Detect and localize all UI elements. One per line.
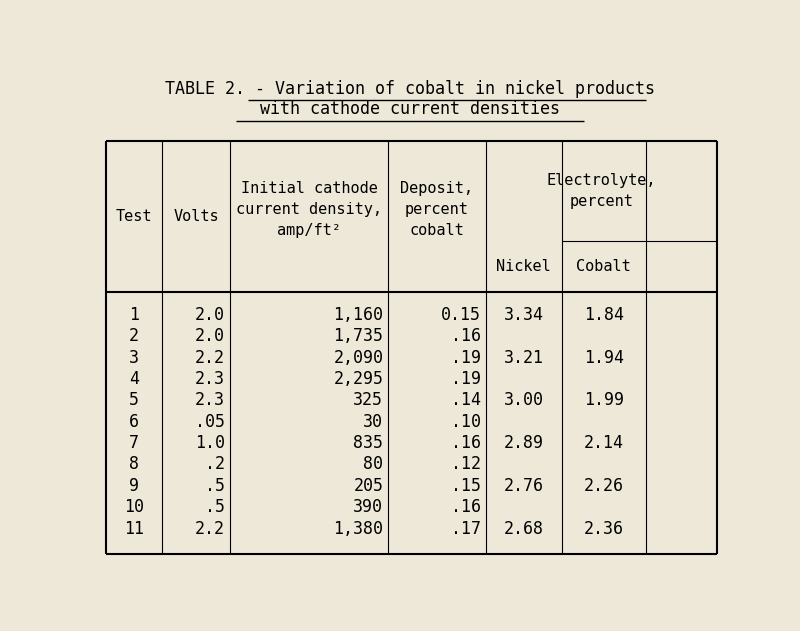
Text: Initial cathode
current density,
amp/ft²: Initial cathode current density, amp/ft² (236, 181, 382, 238)
Text: .16: .16 (450, 434, 481, 452)
Text: 3.21: 3.21 (504, 348, 544, 367)
Text: 2.89: 2.89 (504, 434, 544, 452)
Text: 8: 8 (129, 456, 139, 473)
Text: 5: 5 (129, 391, 139, 410)
Text: 9: 9 (129, 477, 139, 495)
Text: 3.34: 3.34 (504, 306, 544, 324)
Text: 1.99: 1.99 (584, 391, 624, 410)
Text: 2.26: 2.26 (584, 477, 624, 495)
Text: 10: 10 (124, 498, 144, 516)
Text: .12: .12 (450, 456, 481, 473)
Text: 1.94: 1.94 (584, 348, 624, 367)
Text: .16: .16 (450, 498, 481, 516)
Text: 2,295: 2,295 (334, 370, 383, 388)
Text: 2.14: 2.14 (584, 434, 624, 452)
Text: 390: 390 (354, 498, 383, 516)
Text: 1,380: 1,380 (334, 519, 383, 538)
Text: .2: .2 (206, 456, 226, 473)
Text: .19: .19 (450, 370, 481, 388)
Text: 2.36: 2.36 (584, 519, 624, 538)
Text: 1.0: 1.0 (195, 434, 226, 452)
Text: Test: Test (116, 209, 152, 224)
Text: 2.3: 2.3 (195, 370, 226, 388)
Text: 2.0: 2.0 (195, 306, 226, 324)
Text: 2.68: 2.68 (504, 519, 544, 538)
Text: 2.3: 2.3 (195, 391, 226, 410)
Text: Volts: Volts (174, 209, 219, 224)
Text: 30: 30 (363, 413, 383, 431)
Text: 3: 3 (129, 348, 139, 367)
Text: 325: 325 (354, 391, 383, 410)
Text: 6: 6 (129, 413, 139, 431)
Text: Nickel: Nickel (496, 259, 551, 274)
Text: .5: .5 (206, 498, 226, 516)
Text: 0.15: 0.15 (441, 306, 481, 324)
Text: TABLE 2. - Variation of cobalt in nickel products: TABLE 2. - Variation of cobalt in nickel… (165, 80, 655, 98)
Text: .05: .05 (195, 413, 226, 431)
Text: 4: 4 (129, 370, 139, 388)
Text: 2.76: 2.76 (504, 477, 544, 495)
Text: Electrolyte,
percent: Electrolyte, percent (546, 173, 656, 209)
Text: 1,160: 1,160 (334, 306, 383, 324)
Text: .19: .19 (450, 348, 481, 367)
Text: 2.2: 2.2 (195, 519, 226, 538)
Text: 80: 80 (363, 456, 383, 473)
Text: .10: .10 (450, 413, 481, 431)
Text: 2.2: 2.2 (195, 348, 226, 367)
Text: 1.84: 1.84 (584, 306, 624, 324)
Text: Cobalt: Cobalt (576, 259, 631, 274)
Text: .5: .5 (206, 477, 226, 495)
Text: 1,735: 1,735 (334, 327, 383, 345)
Text: with cathode current densities: with cathode current densities (260, 100, 560, 119)
Text: 1: 1 (129, 306, 139, 324)
Text: .14: .14 (450, 391, 481, 410)
Text: 2: 2 (129, 327, 139, 345)
Text: 835: 835 (354, 434, 383, 452)
Text: .15: .15 (450, 477, 481, 495)
Text: 2.0: 2.0 (195, 327, 226, 345)
Text: .17: .17 (450, 519, 481, 538)
Text: 11: 11 (124, 519, 144, 538)
Text: 7: 7 (129, 434, 139, 452)
Text: .16: .16 (450, 327, 481, 345)
Text: 3.00: 3.00 (504, 391, 544, 410)
Text: Deposit,
percent
cobalt: Deposit, percent cobalt (401, 181, 474, 238)
Text: 2,090: 2,090 (334, 348, 383, 367)
Text: 205: 205 (354, 477, 383, 495)
